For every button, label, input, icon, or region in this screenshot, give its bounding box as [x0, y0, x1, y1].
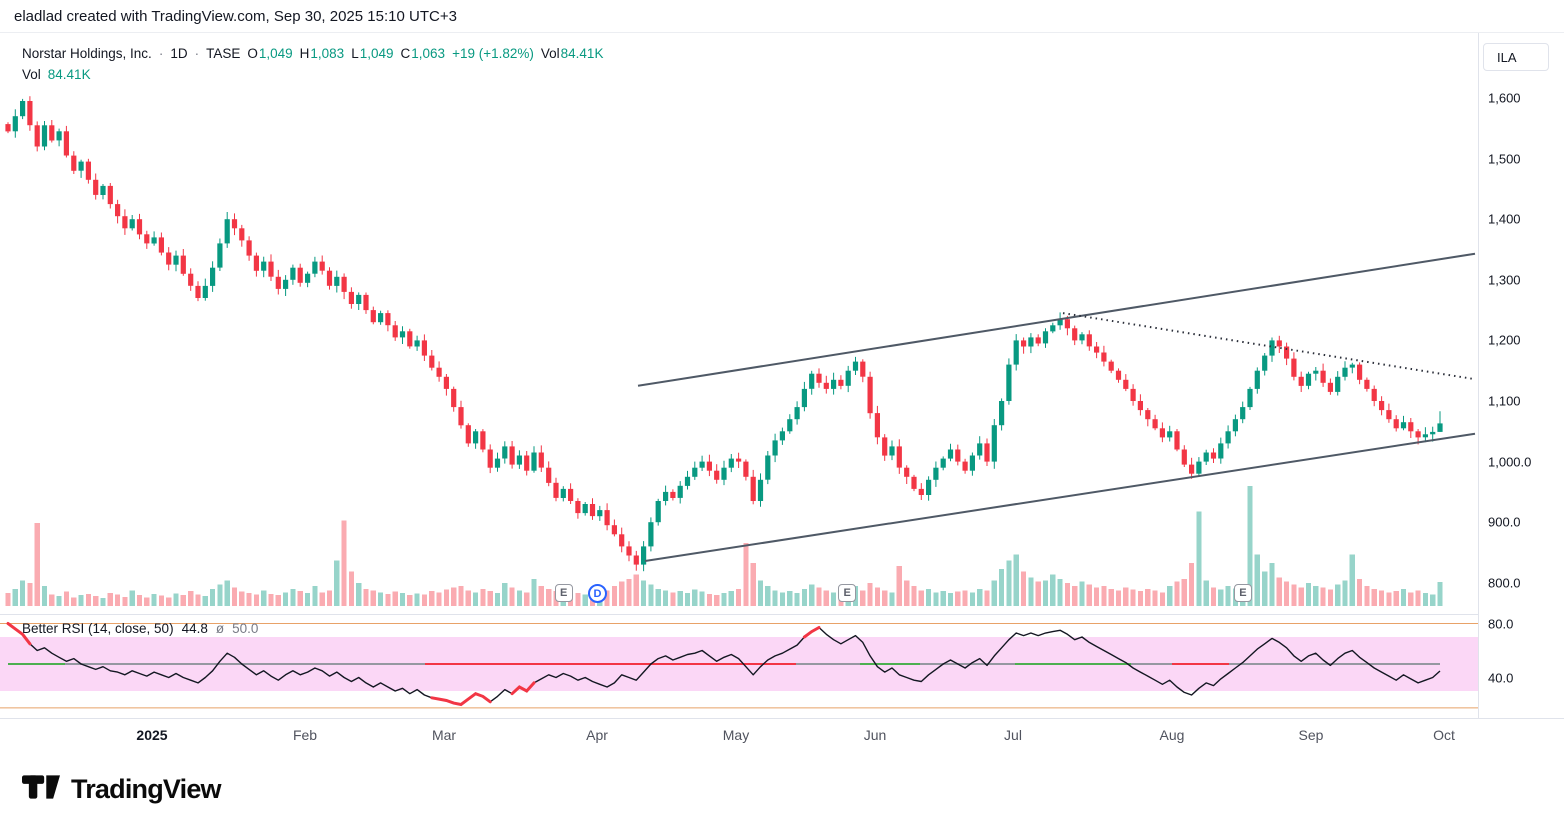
- price-axis-label: 900.0: [1488, 514, 1521, 530]
- change-value: +19 (+1.82%): [452, 46, 534, 61]
- chart-canvas[interactable]: [0, 33, 1478, 719]
- legend-separator: ·: [194, 46, 200, 61]
- symbol-legend[interactable]: Norstar Holdings, Inc. · 1D · TASE O 1,04…: [22, 46, 603, 61]
- price-axis-label: 1,100: [1488, 393, 1521, 409]
- price-axis-label: 1,000.0: [1488, 454, 1532, 470]
- footer: TradingView: [0, 755, 1564, 824]
- rsi-value: 44.8: [181, 621, 208, 636]
- time-axis-label: Apr: [586, 727, 608, 743]
- rsi-avg-symbol: ø: [215, 621, 225, 636]
- rsi-axis-label: 40.0: [1488, 670, 1514, 685]
- rsi-avg-value: 50.0: [232, 621, 259, 636]
- trendline-channel-upper[interactable]: [637, 252, 1476, 387]
- time-axis-label: Aug: [1159, 727, 1185, 743]
- time-axis-label: 2025: [136, 727, 168, 743]
- ohlc-open: O 1,049: [247, 46, 293, 61]
- time-axis-label: Jul: [1004, 727, 1022, 743]
- ohlc-low: L 1,049: [351, 46, 394, 61]
- price-axis-label: 1,300: [1488, 272, 1521, 288]
- attribution-bar: eladlad created with TradingView.com, Se…: [0, 0, 1564, 33]
- symbol-title[interactable]: Norstar Holdings, Inc.: [22, 46, 152, 61]
- trendline-channel-lower[interactable]: [644, 432, 1476, 562]
- earnings-badge[interactable]: E: [554, 584, 573, 602]
- price-axis-label: 1,400: [1488, 211, 1521, 227]
- earnings-badge[interactable]: E: [838, 584, 857, 602]
- volume-legend[interactable]: Vol 84.41K: [22, 67, 91, 82]
- ohlc-close: C 1,063: [400, 46, 446, 61]
- time-axis[interactable]: 2025 Feb Mar Apr May Jun Jul Aug Sep Oct: [0, 719, 1564, 755]
- header-volume: Vol 84.41K: [540, 46, 604, 61]
- ohlc-high: H 1,083: [299, 46, 345, 61]
- time-axis-label: Oct: [1433, 727, 1455, 743]
- volume-label: Vol: [22, 67, 41, 82]
- chart-window: Norstar Holdings, Inc. · 1D · TASE O 1,04…: [0, 33, 1564, 719]
- time-axis-label: Mar: [431, 727, 457, 743]
- price-axis[interactable]: ILA 1,600 1,500 1,400 1,300 1,200 1,100 1,000.…: [1478, 33, 1564, 718]
- time-axis-label: Jun: [863, 727, 887, 743]
- price-axis-label: 1,200: [1488, 332, 1521, 348]
- attribution-text: eladlad created with TradingView.com, Se…: [14, 7, 457, 25]
- time-axis-label: Sep: [1298, 727, 1324, 743]
- interval-label[interactable]: 1D: [170, 46, 188, 61]
- trendlines[interactable]: [637, 252, 1476, 562]
- time-axis-label: Feb: [292, 727, 318, 743]
- rsi-series: [6, 622, 1441, 707]
- rsi-legend[interactable]: Better RSI (14, close, 50) 44.8 ø 50.0: [22, 621, 258, 636]
- rsi-axis-label: 80.0: [1488, 616, 1514, 631]
- chart-area[interactable]: Norstar Holdings, Inc. · 1D · TASE O 1,04…: [0, 33, 1478, 719]
- candlestick-series: [5, 96, 1443, 572]
- volume-series: [5, 486, 1443, 606]
- rsi-band: [0, 623, 1478, 709]
- legend-separator: ·: [158, 46, 164, 61]
- price-axis-label: 800.0: [1488, 575, 1521, 591]
- tradingview-logo-text: TradingView: [71, 774, 222, 804]
- trendline-dotted[interactable]: [1062, 312, 1476, 381]
- price-axis-label: 1,500: [1488, 151, 1521, 167]
- time-axis-label: May: [722, 727, 750, 743]
- price-axis-label: 1,600: [1488, 90, 1521, 106]
- tradingview-logo-icon: [22, 768, 60, 811]
- volume-value: 84.41K: [47, 67, 91, 82]
- dividend-badge[interactable]: D: [587, 584, 607, 603]
- tradingview-logo[interactable]: TradingView: [22, 768, 222, 811]
- currency-toggle-button[interactable]: ILA: [1483, 43, 1549, 71]
- earnings-badge[interactable]: E: [1233, 584, 1252, 602]
- rsi-title[interactable]: Better RSI (14, close, 50): [22, 621, 174, 636]
- exchange-label[interactable]: TASE: [206, 46, 241, 61]
